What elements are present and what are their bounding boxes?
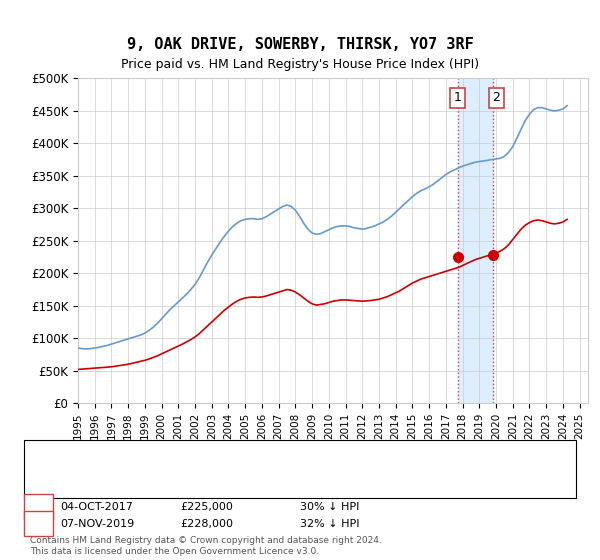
Text: 04-OCT-2017: 04-OCT-2017 [60,502,133,512]
Text: 9, OAK DRIVE, SOWERBY, THIRSK, YO7 3RF: 9, OAK DRIVE, SOWERBY, THIRSK, YO7 3RF [127,38,473,52]
Text: £228,000: £228,000 [180,519,233,529]
Text: 2: 2 [35,519,42,529]
Text: 9, OAK DRIVE, SOWERBY, THIRSK, YO7 3RF (detached house): 9, OAK DRIVE, SOWERBY, THIRSK, YO7 3RF (… [87,454,427,464]
Text: 1: 1 [35,502,42,512]
Text: £225,000: £225,000 [180,502,233,512]
Text: 1: 1 [454,91,461,104]
Text: 2: 2 [493,91,500,104]
Bar [458,78,493,403]
Text: 07-NOV-2019: 07-NOV-2019 [60,519,134,529]
Text: HPI: Average price, detached house, North Yorkshire: HPI: Average price, detached house, Nort… [87,471,379,481]
Text: Contains HM Land Registry data © Crown copyright and database right 2024.
This d: Contains HM Land Registry data © Crown c… [30,536,382,556]
Text: 32% ↓ HPI: 32% ↓ HPI [300,519,359,529]
Text: 30% ↓ HPI: 30% ↓ HPI [300,502,359,512]
Text: Price paid vs. HM Land Registry's House Price Index (HPI): Price paid vs. HM Land Registry's House … [121,58,479,71]
